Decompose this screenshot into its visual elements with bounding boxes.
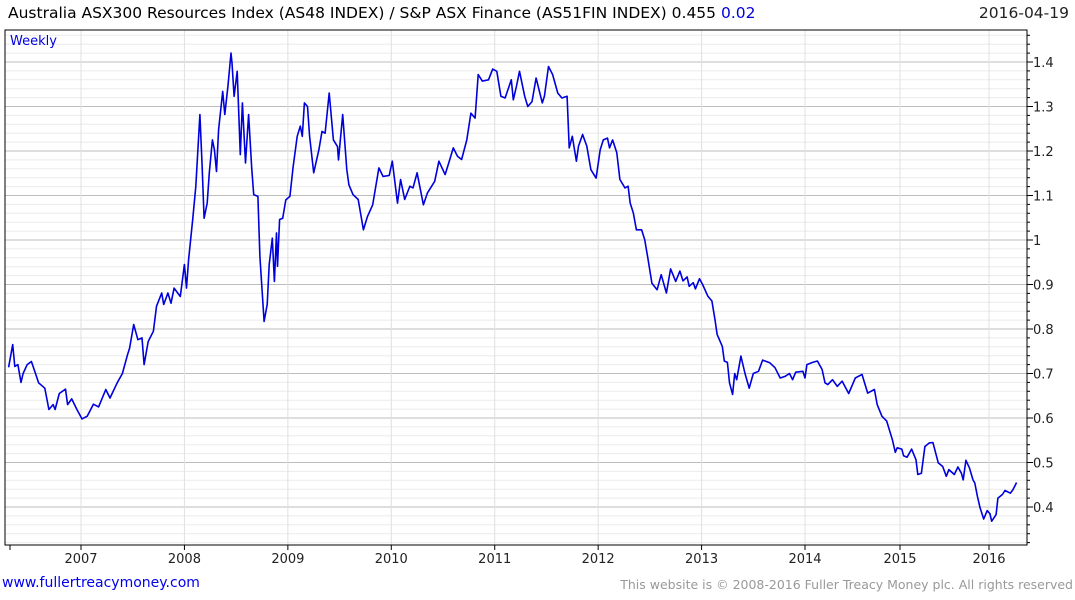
- x-tick-label: 2016: [972, 552, 1005, 567]
- plot-frame: [4, 29, 1028, 546]
- y-tick-label: 1.1: [1033, 190, 1054, 205]
- period-label: Weekly: [10, 34, 57, 49]
- y-tick-label: 0.4: [1033, 501, 1054, 516]
- x-tick-label: 2010: [375, 552, 408, 567]
- x-tick-label: 2015: [883, 552, 916, 567]
- x-tick-label: 2007: [64, 552, 97, 567]
- title-text: Australia ASX300 Resources Index (AS48 I…: [8, 4, 667, 22]
- y-tick-label: 0.6: [1033, 412, 1054, 427]
- y-tick-label: 0.8: [1033, 323, 1054, 338]
- copyright-text: This website is © 2008-2016 Fuller Treac…: [620, 577, 1073, 592]
- x-tick-label: 2008: [168, 552, 201, 567]
- chart-title: Australia ASX300 Resources Index (AS48 I…: [8, 4, 755, 22]
- y-tick-label: 0.7: [1033, 368, 1054, 383]
- last-value: 0.455: [671, 4, 717, 22]
- x-axis: 2007 2008 2009 2010 2011 2012 2013 2014 2015 2016: [9, 545, 1006, 567]
- y-axis: 0.4 0.5 0.6 0.7 0.8 0.9 1 1.1 1.2 1.3 1.4: [1027, 34, 1054, 544]
- series-line: [7, 52, 1018, 522]
- chart-date: 2016-04-19: [978, 4, 1069, 22]
- x-tick-label: 2012: [582, 552, 615, 567]
- y-tick-label: 0.9: [1033, 279, 1054, 294]
- y-tick-label: 1.2: [1033, 145, 1054, 160]
- y-tick-label: 1.4: [1033, 56, 1054, 71]
- x-tick-label: 2013: [685, 552, 718, 567]
- x-tick-label: 2011: [478, 552, 511, 567]
- x-tick-label: 2009: [271, 552, 304, 567]
- gridlines: [5, 30, 1027, 545]
- y-tick-label: 1.3: [1033, 101, 1054, 116]
- x-tick-label: 2014: [788, 552, 821, 567]
- site-link[interactable]: www.fullertreacymoney.com: [2, 575, 200, 591]
- change-value: 0.02: [720, 4, 756, 22]
- y-tick-label: 0.5: [1033, 457, 1054, 472]
- y-tick-label: 1: [1033, 234, 1041, 249]
